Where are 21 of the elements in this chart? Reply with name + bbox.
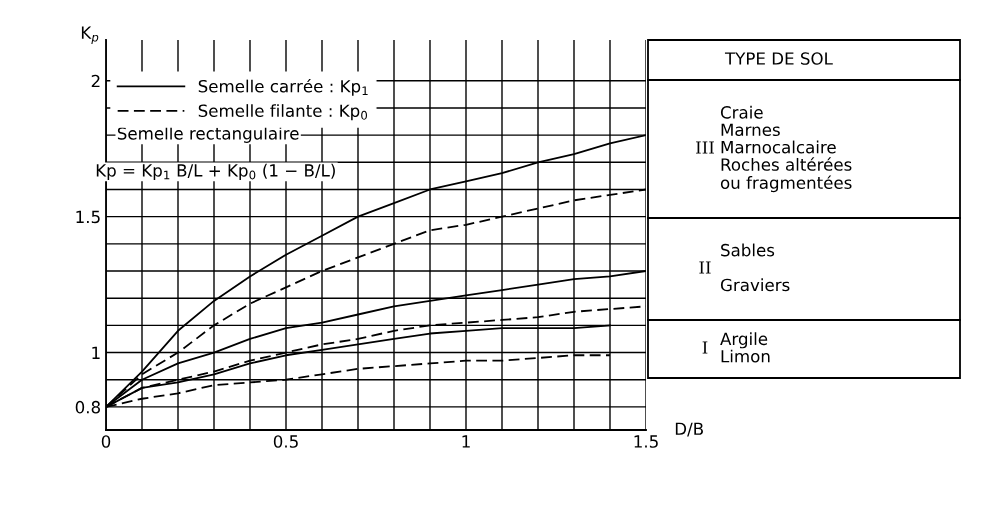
y-tick-label: 0.8	[75, 400, 100, 414]
x-tick-label: 0	[101, 435, 111, 448]
y-axis-title: K$_{p}$	[81, 26, 99, 44]
text: TYPE DE SOL	[724, 52, 833, 65]
text: II	[699, 261, 711, 274]
text: I	[702, 341, 708, 354]
legend-label: Semelle carrée : Kp$_{1}$	[198, 78, 368, 96]
y-tick-label: 1	[92, 346, 100, 359]
annotation: Kp = Kp$_{1}$ B/L + Kp$_{0}$ (1 − B/L)	[96, 163, 335, 180]
y-tick-label: 1.5	[76, 210, 100, 224]
text: Craie Marnes Marnocalcaire Roches altérées ou fragmentées	[720, 105, 852, 193]
x-axis-title: D/B	[675, 422, 703, 437]
text: III	[696, 141, 714, 154]
annotation: Semelle rectangulaire	[117, 126, 299, 143]
x-tick-label: 0.5	[273, 435, 298, 448]
legend-label: Semelle filante : Kp$_{0}$	[198, 104, 368, 121]
x-tick-label: 1	[462, 435, 470, 448]
text: Argile Limon	[720, 332, 770, 363]
y-tick-label: 2	[91, 74, 100, 88]
x-tick-label: 1.5	[634, 435, 658, 448]
text: Sables Graviers	[720, 243, 790, 292]
